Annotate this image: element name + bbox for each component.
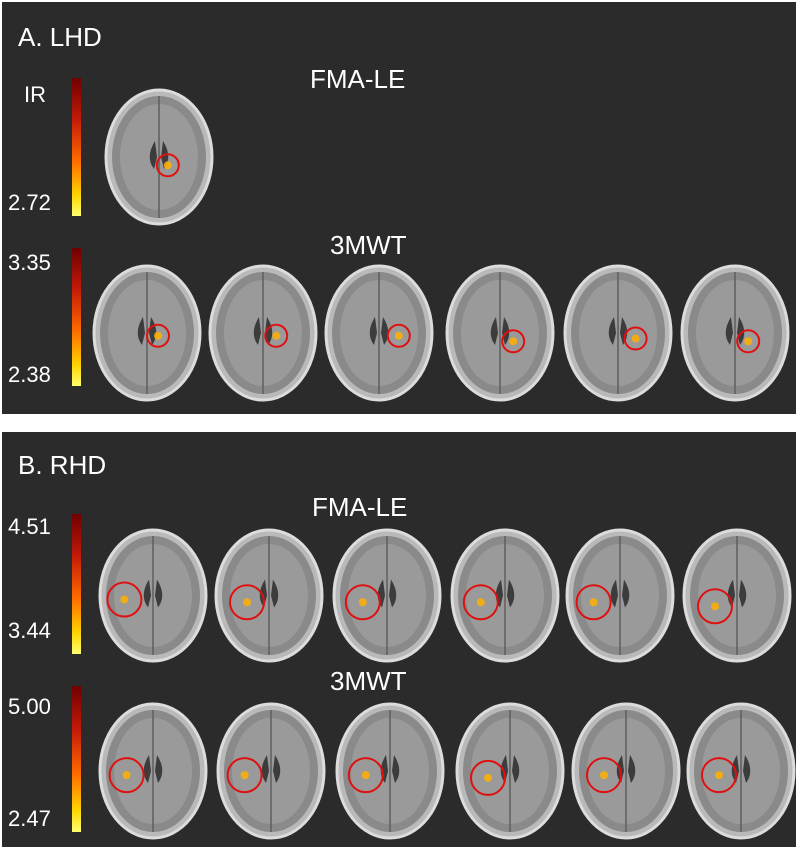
colorbar-3mwt — [72, 248, 81, 386]
brain-slice — [332, 528, 442, 663]
highlight-circle — [344, 584, 381, 621]
highlight-circle — [701, 757, 737, 794]
brain-image — [445, 264, 555, 402]
panel-a-lhd: A. LHD FMA-LE IR 2.72 3MWT 3.35 2.38 — [2, 2, 796, 414]
activation-spot — [484, 773, 492, 782]
activation-spot — [163, 161, 172, 170]
brain-slice — [98, 528, 208, 663]
brain-slice — [563, 264, 673, 402]
brain-image — [216, 702, 326, 840]
brain-image — [450, 528, 560, 663]
row-title-fma-le: FMA-LE — [310, 64, 406, 94]
colorbar-label-min: 2.47 — [8, 806, 51, 831]
colorbar-label-max: 4.51 — [8, 514, 51, 539]
activation-spot — [361, 771, 370, 780]
highlight-circle — [623, 326, 648, 351]
highlight-circle — [586, 757, 622, 794]
colorbar-label-max: 3.35 — [8, 250, 51, 275]
activation-spot — [631, 334, 640, 343]
colorbar-label-min: 2.38 — [8, 362, 51, 387]
highlight-circle — [575, 584, 612, 621]
brain-slice — [686, 702, 796, 840]
brain-image — [565, 528, 675, 663]
activation-spot — [600, 771, 608, 780]
row-title-3mwt: 3MWT — [330, 230, 407, 260]
colorbar-fma-le — [72, 78, 81, 216]
highlight-circle — [106, 581, 143, 618]
panel-title: B. RHD — [18, 450, 107, 480]
colorbar-label-max: 5.00 — [8, 694, 51, 719]
brain-image — [324, 264, 434, 402]
colorbar-label-max: IR — [24, 82, 46, 107]
activation-spot — [240, 771, 249, 780]
highlight-circle — [347, 757, 384, 794]
activation-spot — [154, 331, 162, 340]
brain-slice — [92, 264, 202, 402]
highlight-circle — [108, 757, 145, 794]
row-title-3mwt: 3MWT — [330, 666, 407, 696]
activation-spot — [509, 337, 518, 346]
brain-slice — [682, 528, 792, 663]
activation-spot — [122, 771, 131, 780]
brain-slice — [214, 528, 324, 663]
panel-title: A. LHD — [18, 22, 102, 52]
brain-slice — [450, 528, 560, 663]
brain-image — [680, 264, 790, 402]
brain-slice — [104, 88, 214, 226]
brain-image — [571, 702, 681, 840]
activation-spot — [358, 598, 367, 607]
highlight-circle — [229, 584, 265, 621]
colorbar-fma-le — [72, 514, 81, 654]
brain-slice — [208, 264, 318, 402]
highlight-circle — [697, 588, 733, 625]
activation-spot — [243, 598, 251, 607]
activation-spot — [589, 598, 598, 607]
panel-b-rhd: B. RHD FMA-LE 4.51 3.44 3MWT 5.00 2.47 — [2, 432, 796, 847]
highlight-circle — [226, 757, 263, 794]
brain-slice — [445, 264, 555, 402]
activation-spot — [394, 331, 403, 340]
brain-image — [563, 264, 673, 402]
brain-image — [208, 264, 318, 402]
colorbar-label-min: 2.72 — [8, 190, 51, 215]
highlight-circle — [146, 323, 170, 348]
highlight-circle — [155, 153, 180, 178]
brain-image — [214, 528, 324, 663]
brain-slice — [455, 702, 565, 840]
brain-slice — [216, 702, 326, 840]
activation-spot — [120, 595, 129, 604]
brain-image — [335, 702, 445, 840]
highlight-circle — [736, 329, 761, 354]
activation-spot — [744, 337, 753, 346]
brain-image — [332, 528, 442, 663]
brain-image — [455, 702, 565, 840]
brain-image — [98, 702, 208, 840]
row-title-fma-le: FMA-LE — [312, 492, 408, 522]
colorbar-label-min: 3.44 — [8, 618, 51, 643]
highlight-circle — [386, 323, 411, 348]
activation-spot — [715, 771, 723, 780]
highlight-circle — [470, 759, 506, 796]
activation-spot — [272, 331, 281, 340]
activation-spot — [476, 598, 485, 607]
brain-image — [686, 702, 796, 840]
activation-spot — [711, 602, 719, 611]
brain-slice — [98, 702, 208, 840]
brain-slice — [571, 702, 681, 840]
brain-slice — [565, 528, 675, 663]
brain-image — [98, 528, 208, 663]
brain-image — [682, 528, 792, 663]
brain-image — [104, 88, 214, 226]
highlight-circle — [462, 584, 499, 621]
brain-slice — [335, 702, 445, 840]
highlight-circle — [501, 329, 526, 354]
colorbar-3mwt — [72, 686, 81, 832]
brain-slice — [324, 264, 434, 402]
highlight-circle — [264, 323, 289, 348]
brain-slice — [680, 264, 790, 402]
